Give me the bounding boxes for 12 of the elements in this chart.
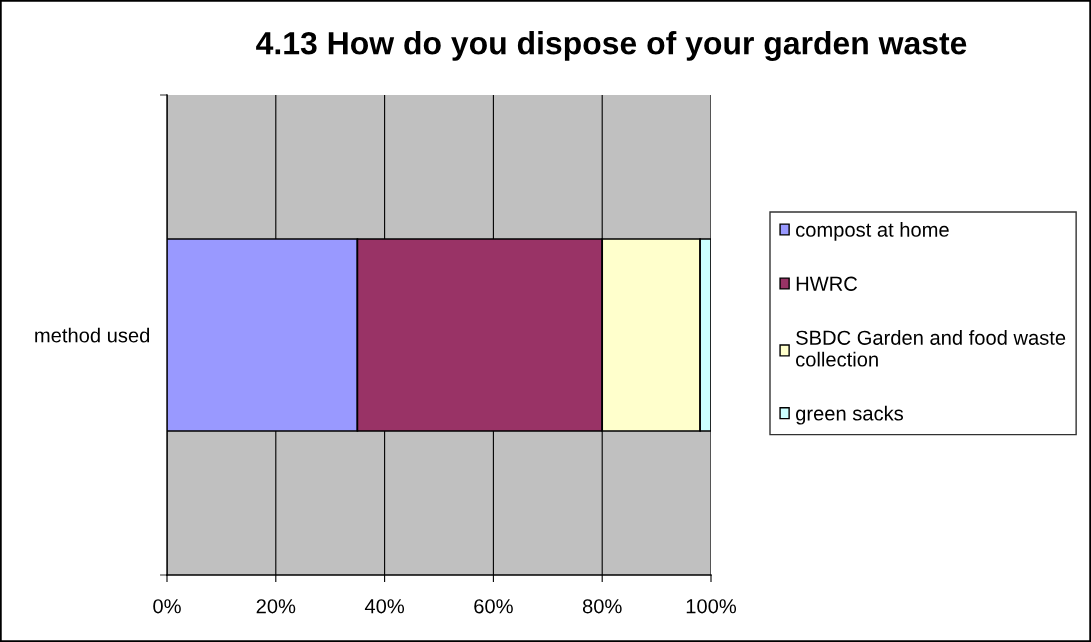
legend-label: compost at home xyxy=(796,222,949,241)
legend-label: SBDC Garden and food waste collection xyxy=(796,330,1066,367)
y-tick-label: method used xyxy=(35,327,150,343)
x-tick-label: 60% xyxy=(474,599,513,614)
chart-title: 4.13 How do you dispose of your garden waste xyxy=(256,31,967,61)
legend-label: HWRC xyxy=(796,276,858,291)
x-tick-label: 40% xyxy=(364,599,405,614)
x-tick-label: 0% xyxy=(153,599,181,614)
legend-label: green sacks xyxy=(796,405,904,425)
x-tick-label: 100% xyxy=(686,599,737,614)
x-tick-label: 20% xyxy=(256,599,296,614)
x-tick-label: 80% xyxy=(582,599,622,614)
